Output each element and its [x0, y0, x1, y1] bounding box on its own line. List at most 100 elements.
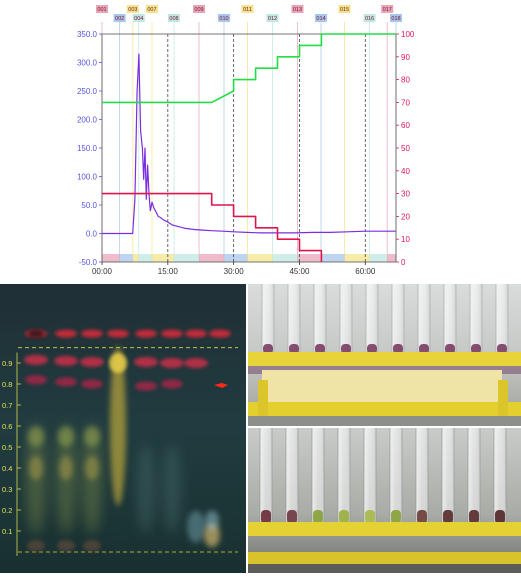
fraction-label: 009 [194, 7, 203, 13]
red-spot [81, 379, 103, 389]
tube-liquid [263, 344, 273, 354]
fraction-shading [102, 254, 396, 262]
red-marker-icon [214, 383, 228, 388]
rf-scale: 0.9 0.8 0.7 0.6 0.5 0.4 0.3 0.2 0.1 [2, 352, 21, 556]
y-right-tick-label: 30 [401, 190, 410, 199]
fraction-band [132, 254, 139, 262]
tube-liquid [289, 344, 299, 354]
tube-liquid [469, 510, 479, 524]
rf-tick-label: 0.1 [2, 527, 12, 536]
tube-rack-purple-fractions-photo [248, 284, 521, 426]
fraction-label: 016 [365, 16, 374, 22]
origin-spot [27, 539, 45, 552]
y-left-tick-label: 250.0 [77, 87, 98, 96]
fraction-tag [113, 14, 126, 22]
y-left-tick-label: 50.0 [81, 201, 97, 210]
amber-spot [29, 456, 43, 480]
chart-series [102, 33, 396, 262]
dark-spot [28, 329, 44, 338]
top-spot [55, 329, 77, 338]
y-left-tick-label: 350.0 [77, 30, 98, 39]
fraction-band [224, 254, 248, 262]
y-right-tick-label: 60 [401, 121, 410, 130]
tube-liquid [287, 510, 297, 524]
red-spot [54, 355, 78, 366]
fraction-band [369, 254, 388, 262]
tube-liquid [365, 510, 375, 524]
rf-tick-label: 0.5 [2, 443, 12, 452]
fraction-band [119, 254, 133, 262]
y-right-tick-label: 20 [401, 212, 410, 221]
y-left-tick-label: 100.0 [77, 173, 98, 182]
tube-liquid [495, 510, 505, 524]
teal-smear [163, 444, 181, 534]
x-tick-label: 15:00 [158, 267, 179, 276]
x-tick-label: 60:00 [355, 267, 376, 276]
y-right-tick-label: 100 [401, 30, 415, 39]
y-right-tick-label: 40 [401, 167, 410, 176]
amber-spot [85, 456, 99, 480]
tube-liquid [313, 510, 323, 524]
top-spot [185, 329, 207, 338]
tlc-plate-panel: 0.9 0.8 0.7 0.6 0.5 0.4 0.3 0.2 0.1 [0, 284, 246, 573]
red-spot [134, 356, 158, 367]
rf-tick-label: 0.7 [2, 401, 12, 410]
fraction-label: 013 [293, 7, 302, 13]
fraction-tag [132, 14, 145, 22]
tube-liquid [419, 344, 429, 354]
fraction-label: 002 [115, 16, 124, 22]
series-line-1 [102, 33, 396, 104]
yellow-streak [110, 346, 126, 506]
fraction-tag [145, 5, 158, 13]
rf-tick-label: 0.9 [2, 359, 12, 368]
fraction-band [321, 254, 345, 262]
red-spot [25, 375, 47, 385]
y-right-tick-label: 10 [401, 235, 410, 244]
red-spot [55, 377, 77, 387]
tube-liquid [261, 510, 271, 524]
tube-liquid [393, 344, 403, 354]
fraction-band [297, 254, 322, 262]
fraction-label: 001 [97, 7, 106, 13]
y-right-tick-label: 90 [401, 53, 410, 62]
fraction-tag [266, 14, 279, 22]
x-tick-label: 30:00 [224, 267, 245, 276]
tube-liquid [445, 344, 455, 354]
top-spot [135, 329, 157, 338]
tlc-lanes [18, 329, 238, 553]
fraction-tag [218, 14, 231, 22]
rf-tick-label: 0.3 [2, 485, 12, 494]
fraction-tag [381, 5, 394, 13]
fraction-tag [193, 5, 206, 13]
fraction-tag [126, 5, 139, 13]
tube-liquid [417, 510, 427, 524]
tube-liquid [471, 344, 481, 354]
amber-spot [204, 523, 220, 548]
top-spot [81, 329, 103, 338]
fraction-label: 014 [316, 16, 325, 22]
fraction-band [272, 254, 298, 262]
fraction-label: 004 [134, 16, 143, 22]
fraction-tag [363, 14, 376, 22]
tube-liquid [315, 344, 325, 354]
fraction-markers: 001 002 003 004 007 008 009 010 011 012 013 014 015 0… [96, 5, 402, 262]
green-spot [28, 426, 44, 447]
fraction-band [387, 254, 396, 262]
fraction-tag [315, 14, 328, 22]
fraction-band [344, 254, 370, 262]
origin-spot [83, 539, 101, 552]
fraction-band [138, 254, 152, 262]
red-spot [184, 358, 208, 368]
tlc-plate-image: 0.9 0.8 0.7 0.6 0.5 0.4 0.3 0.2 0.1 [0, 284, 246, 573]
fraction-tag [390, 14, 402, 22]
tube-liquid [443, 510, 453, 524]
tube-liquid [497, 344, 507, 354]
tube-rack-photo-top [248, 284, 521, 426]
fraction-label: 018 [391, 16, 400, 22]
x-tick-label: 00:00 [92, 267, 113, 276]
teal-smear [137, 444, 155, 534]
y-left-tick-label: 150.0 [77, 144, 98, 153]
fraction-label: 012 [268, 16, 277, 22]
green-spot [84, 426, 100, 447]
blue-spot [205, 510, 219, 531]
